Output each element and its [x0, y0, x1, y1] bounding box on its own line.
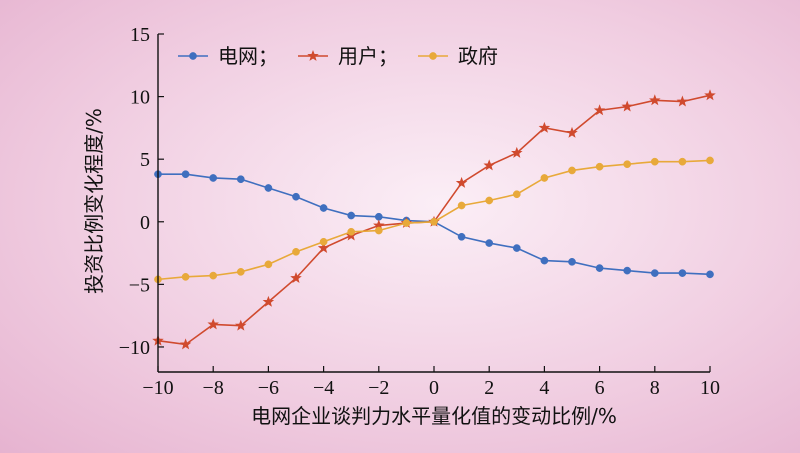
legend-label: 用户； — [338, 44, 398, 68]
data-point — [209, 271, 218, 280]
x-axis-title: 电网企业谈判力水平量化值的变动比例/% — [251, 404, 617, 428]
data-point — [181, 170, 190, 179]
data-point — [511, 146, 523, 158]
data-point — [621, 100, 633, 112]
legend-marker — [307, 49, 319, 61]
y-tick-label: 15 — [130, 24, 150, 46]
legend: 电网； 用户； 政府 — [178, 44, 498, 68]
legend-marker — [189, 52, 197, 60]
y-tick-label: 0 — [140, 212, 150, 234]
data-point — [402, 219, 411, 227]
data-point — [347, 211, 356, 220]
axes: −10 −5 0 5 10 15 −10 −8 −6 −4 −2 0 2 4 6 8 10 — [119, 24, 720, 399]
data-point — [676, 95, 689, 107]
data-point — [595, 162, 604, 171]
data-point — [623, 266, 632, 275]
legend-label: 政府 — [458, 44, 498, 68]
data-point — [457, 232, 466, 241]
data-point — [292, 247, 300, 256]
data-point — [706, 156, 714, 165]
y-tick-label: 5 — [140, 149, 150, 171]
data-point — [485, 196, 494, 205]
data-point — [566, 126, 578, 138]
data-point — [292, 192, 300, 201]
data-point — [262, 295, 275, 307]
data-point — [319, 237, 328, 246]
x-tick-label: −10 — [142, 377, 173, 399]
x-tick-label: −8 — [203, 377, 224, 399]
plot-area — [152, 89, 716, 350]
data-point — [595, 264, 604, 272]
legend-label: 电网； — [218, 44, 278, 68]
data-point — [593, 104, 606, 116]
x-tick-label: 0 — [429, 377, 439, 399]
data-point — [290, 272, 302, 284]
data-point — [512, 244, 521, 252]
legend-item-3: 政府 — [418, 44, 498, 68]
data-point — [207, 318, 219, 330]
data-point — [483, 159, 495, 171]
data-point — [568, 166, 576, 175]
x-tick-label: −2 — [368, 377, 389, 399]
data-point — [678, 157, 687, 166]
data-point — [512, 190, 521, 199]
data-point — [457, 201, 466, 210]
y-tick-label: 10 — [130, 87, 150, 109]
data-point — [374, 212, 383, 221]
data-point — [538, 121, 551, 133]
x-tick-label: 2 — [484, 377, 494, 399]
y-tick-label: −10 — [119, 337, 150, 359]
data-point — [319, 204, 328, 212]
data-point — [209, 174, 218, 182]
data-point — [430, 217, 438, 226]
x-tick-label: −6 — [258, 377, 279, 399]
data-point — [540, 174, 549, 182]
data-point — [235, 319, 247, 331]
data-point — [540, 256, 549, 265]
x-tick-label: 4 — [539, 377, 549, 399]
data-point — [179, 338, 192, 350]
x-tick-label: −4 — [313, 377, 334, 399]
x-tick-label: 6 — [595, 377, 605, 399]
data-point — [317, 242, 330, 253]
legend-marker — [429, 52, 437, 60]
x-tick-label: 8 — [650, 377, 660, 399]
data-point — [264, 260, 273, 269]
data-point — [347, 227, 356, 236]
data-point — [485, 239, 494, 247]
legend-item-1: 电网； — [178, 44, 278, 68]
y-tick-label: −5 — [129, 274, 150, 296]
data-point — [706, 270, 714, 279]
data-point — [236, 175, 245, 184]
data-point — [374, 226, 383, 235]
data-point — [623, 160, 632, 169]
data-point — [650, 157, 659, 166]
data-point — [181, 273, 190, 281]
data-point — [568, 257, 576, 266]
x-tick-label: 10 — [700, 377, 720, 399]
data-point — [704, 89, 716, 101]
data-point — [678, 269, 687, 277]
data-point — [650, 269, 659, 277]
data-point — [236, 268, 245, 276]
data-point — [649, 94, 661, 106]
legend-item-2: 用户； — [298, 44, 398, 68]
data-point — [455, 176, 468, 188]
y-axis-title: 投资比例变化程度/% — [82, 108, 106, 294]
series-3 — [154, 156, 714, 284]
data-point — [264, 184, 273, 192]
